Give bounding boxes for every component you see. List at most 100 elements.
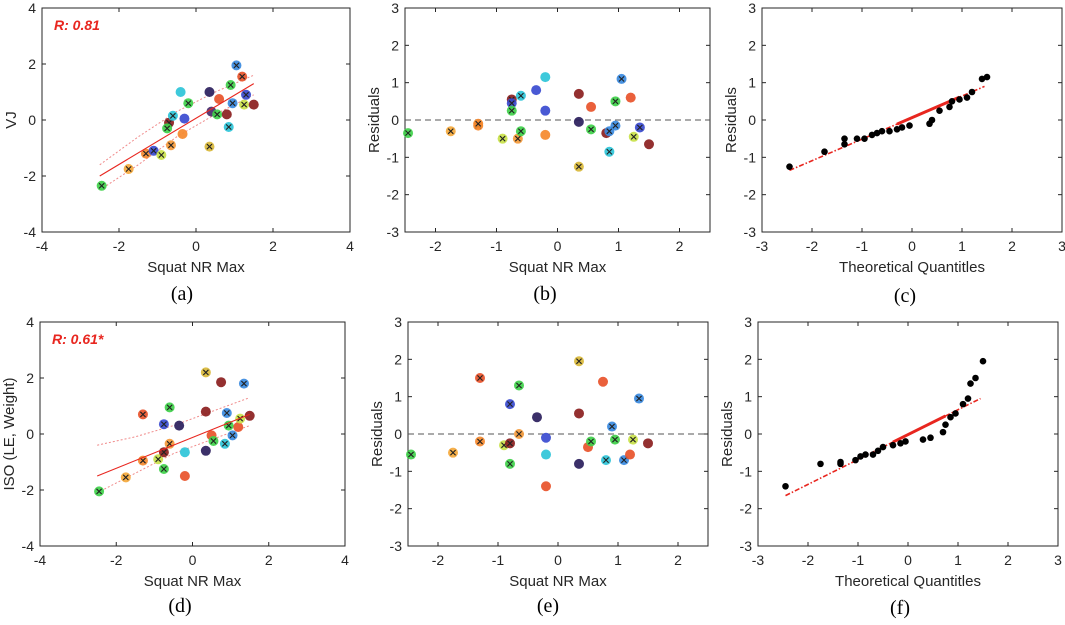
x-tick-label: -2 xyxy=(429,238,442,254)
x-marker-icon xyxy=(447,128,454,135)
y-tick-label: -3 xyxy=(387,224,400,240)
x-tick-label: -1 xyxy=(490,238,503,254)
data-point xyxy=(506,105,517,116)
data-point xyxy=(123,164,134,174)
data-point xyxy=(216,377,227,388)
data-point xyxy=(148,145,159,156)
x-tick-label: 4 xyxy=(346,238,354,254)
data-point-marker xyxy=(540,72,551,83)
data-point-marker xyxy=(586,101,597,112)
data-point xyxy=(610,96,621,107)
y-tick-label: 2 xyxy=(744,351,752,367)
x-axis-label: Squat NR Max xyxy=(509,573,607,590)
y-tick-label: 2 xyxy=(394,351,402,367)
qq-point xyxy=(821,148,828,156)
qq-point xyxy=(967,380,974,387)
y-axis-label: Residuals xyxy=(369,401,386,467)
data-point xyxy=(625,92,636,103)
x-marker-icon xyxy=(612,122,619,129)
panel-label: (b) xyxy=(533,283,556,305)
x-tick-label: 3 xyxy=(1054,552,1062,568)
x-marker-icon xyxy=(408,451,414,458)
data-point xyxy=(514,429,524,439)
x-marker-icon xyxy=(227,82,234,88)
y-tick-label: -4 xyxy=(24,224,37,240)
x-marker-icon xyxy=(507,460,513,467)
data-point xyxy=(183,98,194,109)
data-point-marker xyxy=(541,432,551,443)
data-point xyxy=(175,87,186,97)
x-axis-label: Squat NR Max xyxy=(509,259,607,276)
y-tick-label: -2 xyxy=(740,501,753,517)
qq-point xyxy=(853,135,861,142)
data-point xyxy=(227,430,238,441)
data-point-marker xyxy=(644,139,654,150)
data-point xyxy=(204,141,215,152)
data-point-marker xyxy=(204,87,215,97)
y-tick-label: 0 xyxy=(28,112,36,128)
x-marker-icon xyxy=(202,369,209,376)
x-marker-icon xyxy=(636,124,643,131)
data-point xyxy=(165,140,176,151)
x-marker-icon xyxy=(612,98,619,105)
y-tick-label: -3 xyxy=(740,538,753,554)
data-point-marker xyxy=(214,94,225,104)
data-point xyxy=(573,88,584,99)
panel-label: (d) xyxy=(168,595,191,617)
qq-point xyxy=(983,73,991,81)
data-point xyxy=(174,420,185,431)
data-point xyxy=(475,373,485,383)
qq-point xyxy=(889,441,897,449)
x-marker-icon xyxy=(167,142,174,149)
x-marker-icon xyxy=(517,92,524,99)
data-point xyxy=(448,447,458,458)
qq-point xyxy=(979,357,987,365)
y-tick-label: 0 xyxy=(26,426,34,442)
x-marker-icon xyxy=(122,474,129,481)
x-marker-icon xyxy=(98,182,105,189)
data-point xyxy=(497,133,508,144)
qq-point xyxy=(942,421,949,428)
data-point xyxy=(200,445,211,456)
data-point xyxy=(237,71,248,82)
qq-point xyxy=(952,410,959,417)
data-point xyxy=(137,409,148,420)
y-tick-label: 3 xyxy=(391,0,399,16)
y-axis-label: Residuals xyxy=(719,401,736,467)
panel-f: -3 -2 -1 0 1 2 3 -3 -2 -1 0 1 2 3 Theoretical Quantitl… xyxy=(719,314,1062,619)
data-point xyxy=(586,436,596,447)
x-marker-icon xyxy=(612,436,618,443)
qq-point xyxy=(852,456,859,464)
data-point xyxy=(164,402,175,413)
qq-point xyxy=(841,135,848,142)
data-point xyxy=(214,94,225,104)
y-tick-label: 2 xyxy=(28,56,36,72)
qq-point xyxy=(886,127,893,135)
data-point-marker xyxy=(574,408,584,419)
y-tick-label: -1 xyxy=(390,463,403,479)
data-point xyxy=(515,90,526,101)
data-point-marker xyxy=(244,410,255,421)
data-point xyxy=(167,110,178,121)
x-tick-label: -3 xyxy=(756,238,769,254)
y-tick-label: 1 xyxy=(391,75,399,91)
data-point xyxy=(219,438,230,449)
panel-d: -4 -2 0 2 4 -4 -2 0 2 4 Squat NR Max ISO (LE, Weigh… xyxy=(1,314,349,617)
x-marker-icon xyxy=(158,152,165,158)
data-point-marker xyxy=(179,447,190,458)
data-point-marker xyxy=(643,438,653,449)
x-tick-label: -1 xyxy=(492,552,505,568)
y-tick-label: -2 xyxy=(24,168,37,184)
data-point xyxy=(604,146,615,157)
data-point xyxy=(221,408,232,418)
data-point xyxy=(221,109,232,120)
qq-point xyxy=(927,434,934,442)
x-marker-icon xyxy=(160,466,167,472)
y-tick-label: -4 xyxy=(22,538,35,554)
data-point xyxy=(94,486,105,497)
x-tick-label: -2 xyxy=(113,238,126,254)
qq-point xyxy=(936,107,943,114)
x-marker-icon xyxy=(636,395,642,402)
data-point xyxy=(223,420,234,431)
x-marker-icon xyxy=(185,100,192,107)
